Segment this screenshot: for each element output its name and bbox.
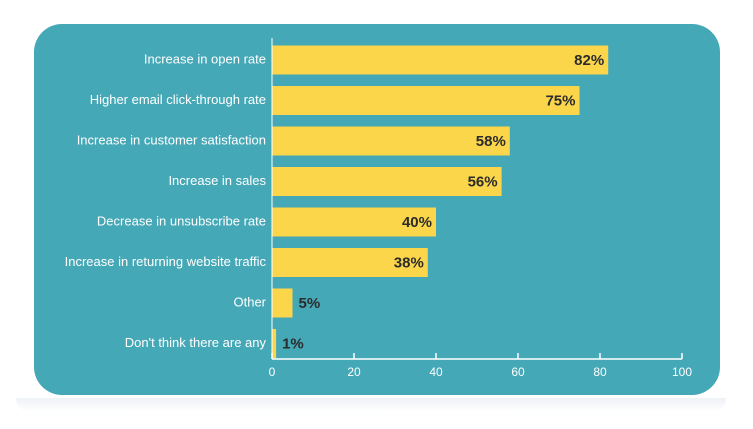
value-labels: 82% 75% 58% 56% 40% 38% 5% 1% bbox=[282, 52, 604, 353]
bar bbox=[272, 126, 510, 156]
x-tick-label: 40 bbox=[429, 365, 443, 379]
bar bbox=[272, 329, 277, 358]
value-label: 75% bbox=[545, 92, 575, 109]
bar bbox=[272, 86, 580, 115]
card-shadow bbox=[16, 398, 726, 412]
category-label: Increase in customer satisfaction bbox=[77, 132, 266, 147]
value-label: 58% bbox=[476, 133, 506, 150]
value-label: 82% bbox=[574, 52, 604, 69]
x-tick-label: 60 bbox=[511, 365, 525, 379]
category-label: Increase in open rate bbox=[144, 51, 266, 66]
value-label: 1% bbox=[282, 335, 304, 352]
x-tick-label: 80 bbox=[593, 365, 607, 379]
value-label: 38% bbox=[394, 254, 424, 271]
category-labels: Increase in open rate Higher email click-… bbox=[65, 51, 267, 350]
x-axis: 0 20 40 60 80 100 bbox=[269, 38, 692, 379]
bars-group bbox=[272, 45, 609, 358]
category-label: Other bbox=[233, 294, 266, 309]
x-tick-label: 100 bbox=[672, 365, 692, 379]
category-label: Higher email click-through rate bbox=[90, 92, 266, 107]
bar bbox=[272, 45, 609, 75]
bar-chart: Increase in open rate Higher email click-… bbox=[34, 24, 720, 395]
category-label: Decrease in unsubscribe rate bbox=[97, 213, 266, 228]
category-label: Don't think there are any bbox=[125, 335, 267, 350]
bar bbox=[272, 288, 293, 318]
x-tick-label: 0 bbox=[269, 365, 276, 379]
value-label: 56% bbox=[468, 173, 498, 190]
category-label: Increase in sales bbox=[168, 173, 266, 188]
bar bbox=[272, 248, 428, 277]
category-label: Increase in returning website traffic bbox=[65, 254, 267, 269]
bar bbox=[272, 207, 436, 237]
value-label: 5% bbox=[299, 295, 321, 312]
bar bbox=[272, 167, 502, 196]
x-tick-label: 20 bbox=[347, 365, 361, 379]
chart-panel: Increase in open rate Higher email click-… bbox=[34, 24, 720, 395]
value-label: 40% bbox=[402, 214, 432, 231]
